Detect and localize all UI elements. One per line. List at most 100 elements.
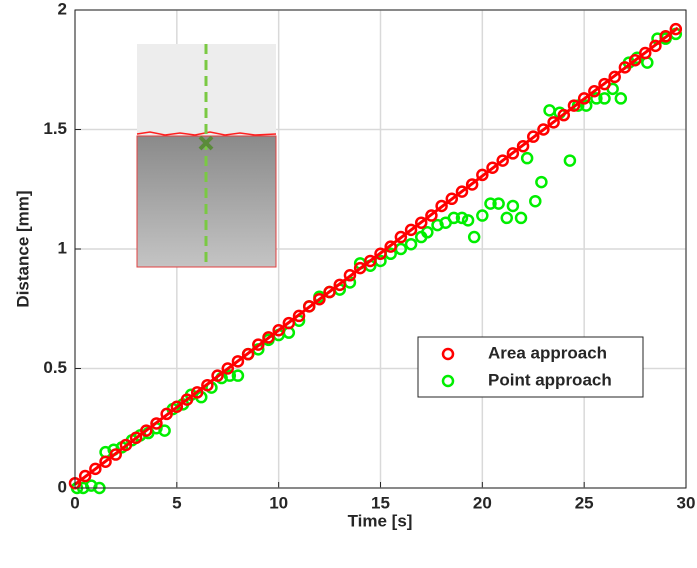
marker (476, 209, 489, 222)
inset-bottom (136, 135, 277, 268)
marker (659, 30, 672, 43)
marker (425, 209, 438, 222)
marker (520, 151, 534, 165)
marker (333, 278, 347, 292)
marker (547, 116, 560, 129)
marker (252, 338, 265, 351)
marker (404, 237, 418, 251)
marker (467, 230, 481, 244)
legend-marker (441, 347, 455, 361)
marker (649, 39, 662, 53)
marker (394, 230, 408, 244)
marker (567, 99, 581, 112)
marker (516, 139, 530, 153)
marker (404, 223, 418, 237)
marker (109, 448, 122, 461)
marker (598, 92, 611, 105)
marker (201, 378, 214, 392)
marker (343, 269, 357, 282)
x-tick-label: 0 (70, 493, 79, 512)
marker (529, 194, 542, 208)
fit-line (74, 26, 679, 486)
marker (150, 417, 163, 430)
marker (563, 154, 577, 167)
marker (608, 70, 621, 84)
marker (78, 469, 92, 483)
marker (211, 369, 224, 382)
marker (241, 347, 255, 361)
x-tick-label: 30 (677, 493, 696, 512)
marker (364, 254, 377, 268)
marker (140, 424, 153, 437)
marker (669, 22, 683, 36)
marker (190, 386, 204, 399)
marker (535, 175, 548, 189)
marker (492, 197, 505, 210)
marker (527, 130, 540, 143)
legend-label: Point approach (488, 370, 612, 389)
y-tick-label: 0 (58, 477, 67, 496)
marker (514, 211, 528, 225)
marker (160, 407, 173, 421)
marker (639, 46, 652, 60)
marker (414, 216, 428, 229)
legend-label: Area approach (488, 343, 607, 362)
marker (435, 199, 448, 213)
plot-frame (74, 9, 687, 489)
marker (588, 85, 601, 98)
x-axis-label: Time [s] (348, 511, 413, 530)
legend-marker (441, 374, 455, 388)
y-tick-label: 2 (58, 0, 67, 18)
marker (262, 331, 275, 344)
marker (353, 261, 367, 275)
marker (486, 161, 499, 174)
marker (89, 462, 102, 476)
marker (170, 400, 184, 413)
marker (447, 211, 461, 225)
marker (484, 197, 497, 210)
marker (579, 99, 593, 112)
y-tick-label: 1.5 (43, 119, 67, 138)
marker (537, 123, 550, 136)
marker (461, 214, 475, 227)
marker (598, 77, 611, 91)
marker (231, 369, 245, 382)
marker (119, 438, 133, 452)
y-tick-label: 0.5 (43, 358, 67, 377)
marker (465, 178, 479, 191)
marker (272, 324, 285, 337)
x-tick-label: 15 (371, 493, 390, 512)
marker (323, 285, 336, 299)
marker (590, 92, 603, 105)
marker (384, 240, 397, 253)
y-axis-label: Distance [mm] (13, 190, 32, 307)
x-tick-label: 10 (269, 493, 288, 512)
marker (455, 185, 469, 198)
marker (282, 316, 296, 330)
y-tick-label: 1 (58, 238, 67, 257)
marker (577, 92, 591, 105)
marker (431, 218, 444, 232)
marker (129, 431, 143, 445)
inset-cross (198, 135, 214, 151)
inset-top (137, 44, 276, 136)
inset-edge (136, 131, 277, 136)
marker (292, 309, 306, 323)
inset-image (136, 44, 277, 268)
marker (496, 154, 509, 167)
legend: Area approach Point approach (417, 336, 644, 398)
marker (628, 53, 642, 67)
marker (506, 199, 520, 213)
marker (618, 61, 632, 74)
x-tick-label: 20 (473, 493, 492, 512)
marker (313, 292, 326, 306)
marker (455, 211, 469, 225)
x-tick-label: 25 (575, 493, 594, 512)
marker (614, 92, 628, 105)
x-tick-label: 5 (172, 493, 181, 512)
legend-box (417, 336, 644, 398)
marker (374, 247, 387, 261)
marker (506, 147, 520, 160)
marker (231, 355, 245, 368)
